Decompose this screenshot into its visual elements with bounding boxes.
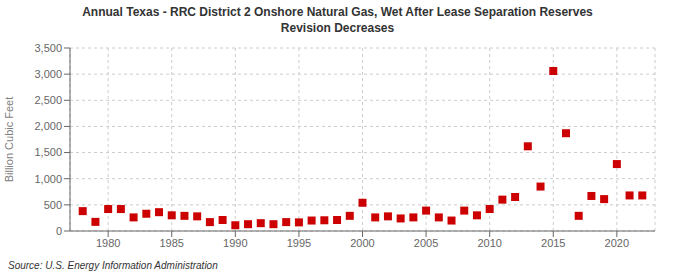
- svg-text:2,500: 2,500: [34, 94, 62, 106]
- svg-text:2020: 2020: [605, 237, 629, 249]
- svg-text:1985: 1985: [159, 237, 183, 249]
- svg-text:1,000: 1,000: [34, 173, 62, 185]
- svg-text:3,500: 3,500: [34, 42, 62, 54]
- svg-text:2005: 2005: [414, 237, 438, 249]
- svg-text:1,500: 1,500: [34, 146, 62, 158]
- svg-text:Billion Cubic Feet: Billion Cubic Feet: [8, 97, 15, 183]
- svg-text:0: 0: [56, 225, 62, 237]
- svg-text:3,000: 3,000: [34, 68, 62, 80]
- svg-text:2000: 2000: [350, 237, 374, 249]
- html-text:Revision Decreases: Revision Decreases: [280, 21, 395, 35]
- svg-text:1990: 1990: [223, 237, 247, 249]
- svg-text:500: 500: [44, 199, 62, 211]
- svg-text:1995: 1995: [287, 237, 311, 249]
- html-text:Annual Texas - RRC District 2: Annual Texas - RRC District 2 Onshore Na…: [82, 5, 593, 19]
- svg-text:2010: 2010: [477, 237, 501, 249]
- svg-text:1980: 1980: [96, 237, 120, 249]
- html-text:Source: U.S. Energy Informatio: Source: U.S. Energy Information Administ…: [8, 260, 218, 271]
- svg-text:2015: 2015: [541, 237, 565, 249]
- svg-text:2,000: 2,000: [34, 120, 62, 132]
